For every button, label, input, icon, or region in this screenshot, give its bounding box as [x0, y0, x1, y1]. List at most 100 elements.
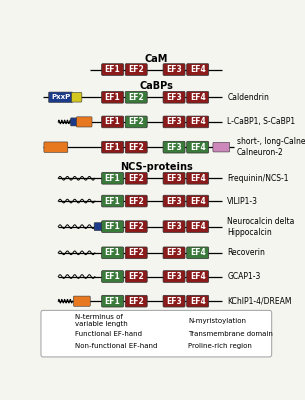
FancyBboxPatch shape — [41, 310, 272, 357]
Text: EF2: EF2 — [128, 93, 144, 102]
FancyBboxPatch shape — [102, 195, 124, 207]
FancyBboxPatch shape — [187, 92, 209, 103]
FancyBboxPatch shape — [163, 195, 185, 207]
Text: EF3: EF3 — [166, 196, 182, 206]
FancyBboxPatch shape — [187, 295, 209, 307]
Text: EF1: EF1 — [105, 248, 120, 257]
Text: PxxP: PxxP — [51, 94, 70, 100]
Text: VILIP1-3: VILIP1-3 — [227, 196, 258, 206]
FancyBboxPatch shape — [94, 223, 103, 231]
FancyBboxPatch shape — [125, 116, 147, 128]
FancyBboxPatch shape — [102, 247, 124, 259]
FancyBboxPatch shape — [213, 142, 230, 152]
Text: EF4: EF4 — [190, 297, 206, 306]
Text: EF1: EF1 — [105, 222, 120, 231]
FancyBboxPatch shape — [125, 221, 147, 232]
Text: KChIP1-4/DREAM: KChIP1-4/DREAM — [227, 297, 292, 306]
FancyBboxPatch shape — [163, 92, 185, 103]
Text: EF2: EF2 — [128, 118, 144, 126]
FancyBboxPatch shape — [125, 195, 147, 207]
Text: EF4: EF4 — [190, 143, 206, 152]
Text: EF4: EF4 — [190, 272, 206, 281]
Text: EF4: EF4 — [190, 93, 206, 102]
Text: CaBPs: CaBPs — [139, 81, 173, 91]
Text: EF1: EF1 — [105, 65, 120, 74]
Text: Functional EF-hand: Functional EF-hand — [75, 330, 142, 336]
FancyBboxPatch shape — [102, 221, 124, 232]
FancyBboxPatch shape — [187, 247, 209, 259]
FancyBboxPatch shape — [47, 342, 70, 351]
Text: Neurocalcin delta
Hippocalcin: Neurocalcin delta Hippocalcin — [227, 216, 295, 237]
Text: EF1: EF1 — [105, 196, 120, 206]
Text: EF3: EF3 — [166, 248, 182, 257]
FancyBboxPatch shape — [102, 295, 124, 307]
FancyBboxPatch shape — [160, 342, 183, 351]
FancyBboxPatch shape — [47, 316, 70, 325]
Text: L-CaBP1, S-CaBP1: L-CaBP1, S-CaBP1 — [227, 118, 295, 126]
Text: EF1: EF1 — [105, 118, 120, 126]
Text: Transmembrane domain: Transmembrane domain — [188, 330, 273, 336]
Text: EF3: EF3 — [166, 272, 182, 281]
Text: EF1: EF1 — [105, 297, 120, 306]
FancyBboxPatch shape — [163, 172, 185, 184]
FancyBboxPatch shape — [187, 271, 209, 282]
Text: Non-functional EF-hand: Non-functional EF-hand — [75, 343, 157, 349]
FancyBboxPatch shape — [48, 92, 73, 102]
Text: N-terminus of
variable length: N-terminus of variable length — [75, 314, 127, 327]
FancyBboxPatch shape — [47, 329, 70, 338]
FancyBboxPatch shape — [125, 92, 147, 103]
Text: EF3: EF3 — [166, 174, 182, 183]
FancyBboxPatch shape — [71, 92, 82, 102]
Text: CaM: CaM — [145, 54, 168, 64]
Text: Recoverin: Recoverin — [227, 248, 265, 257]
Text: EF3: EF3 — [166, 297, 182, 306]
Text: EF2: EF2 — [128, 272, 144, 281]
FancyBboxPatch shape — [125, 247, 147, 259]
Text: EF1: EF1 — [105, 174, 120, 183]
Text: EF3: EF3 — [166, 118, 182, 126]
Text: EF2: EF2 — [128, 248, 144, 257]
FancyBboxPatch shape — [160, 329, 183, 338]
FancyBboxPatch shape — [74, 296, 90, 306]
Text: EF1: EF1 — [105, 143, 120, 152]
Text: EF2: EF2 — [128, 174, 144, 183]
Text: EF3: EF3 — [166, 65, 182, 74]
FancyBboxPatch shape — [187, 172, 209, 184]
Text: EF2: EF2 — [128, 196, 144, 206]
FancyBboxPatch shape — [187, 195, 209, 207]
Text: Frequinin/NCS-1: Frequinin/NCS-1 — [227, 174, 289, 183]
Text: GCAP1-3: GCAP1-3 — [227, 272, 260, 281]
FancyBboxPatch shape — [125, 172, 147, 184]
FancyBboxPatch shape — [163, 64, 185, 76]
FancyBboxPatch shape — [44, 142, 68, 152]
FancyBboxPatch shape — [102, 116, 124, 128]
Text: EF4: EF4 — [190, 118, 206, 126]
FancyBboxPatch shape — [187, 64, 209, 76]
FancyBboxPatch shape — [102, 92, 124, 103]
FancyBboxPatch shape — [125, 295, 147, 307]
Text: EF3: EF3 — [166, 93, 182, 102]
FancyBboxPatch shape — [163, 271, 185, 282]
Text: EF4: EF4 — [190, 65, 206, 74]
Text: EF1: EF1 — [105, 93, 120, 102]
FancyBboxPatch shape — [125, 64, 147, 76]
Text: Caldendrin: Caldendrin — [227, 93, 269, 102]
FancyBboxPatch shape — [163, 295, 185, 307]
FancyBboxPatch shape — [77, 117, 92, 127]
Text: EF4: EF4 — [190, 196, 206, 206]
FancyBboxPatch shape — [125, 141, 147, 153]
FancyBboxPatch shape — [187, 141, 209, 153]
FancyBboxPatch shape — [187, 221, 209, 232]
FancyBboxPatch shape — [102, 141, 124, 153]
Text: EF2: EF2 — [128, 65, 144, 74]
FancyBboxPatch shape — [102, 172, 124, 184]
Text: EF1: EF1 — [105, 272, 120, 281]
FancyBboxPatch shape — [163, 247, 185, 259]
Text: EF3: EF3 — [166, 222, 182, 231]
Text: EF2: EF2 — [128, 297, 144, 306]
FancyBboxPatch shape — [125, 271, 147, 282]
Text: NCS-proteins: NCS-proteins — [120, 162, 193, 172]
FancyBboxPatch shape — [102, 271, 124, 282]
Text: Proline-rich region: Proline-rich region — [188, 343, 252, 349]
FancyBboxPatch shape — [102, 64, 124, 76]
